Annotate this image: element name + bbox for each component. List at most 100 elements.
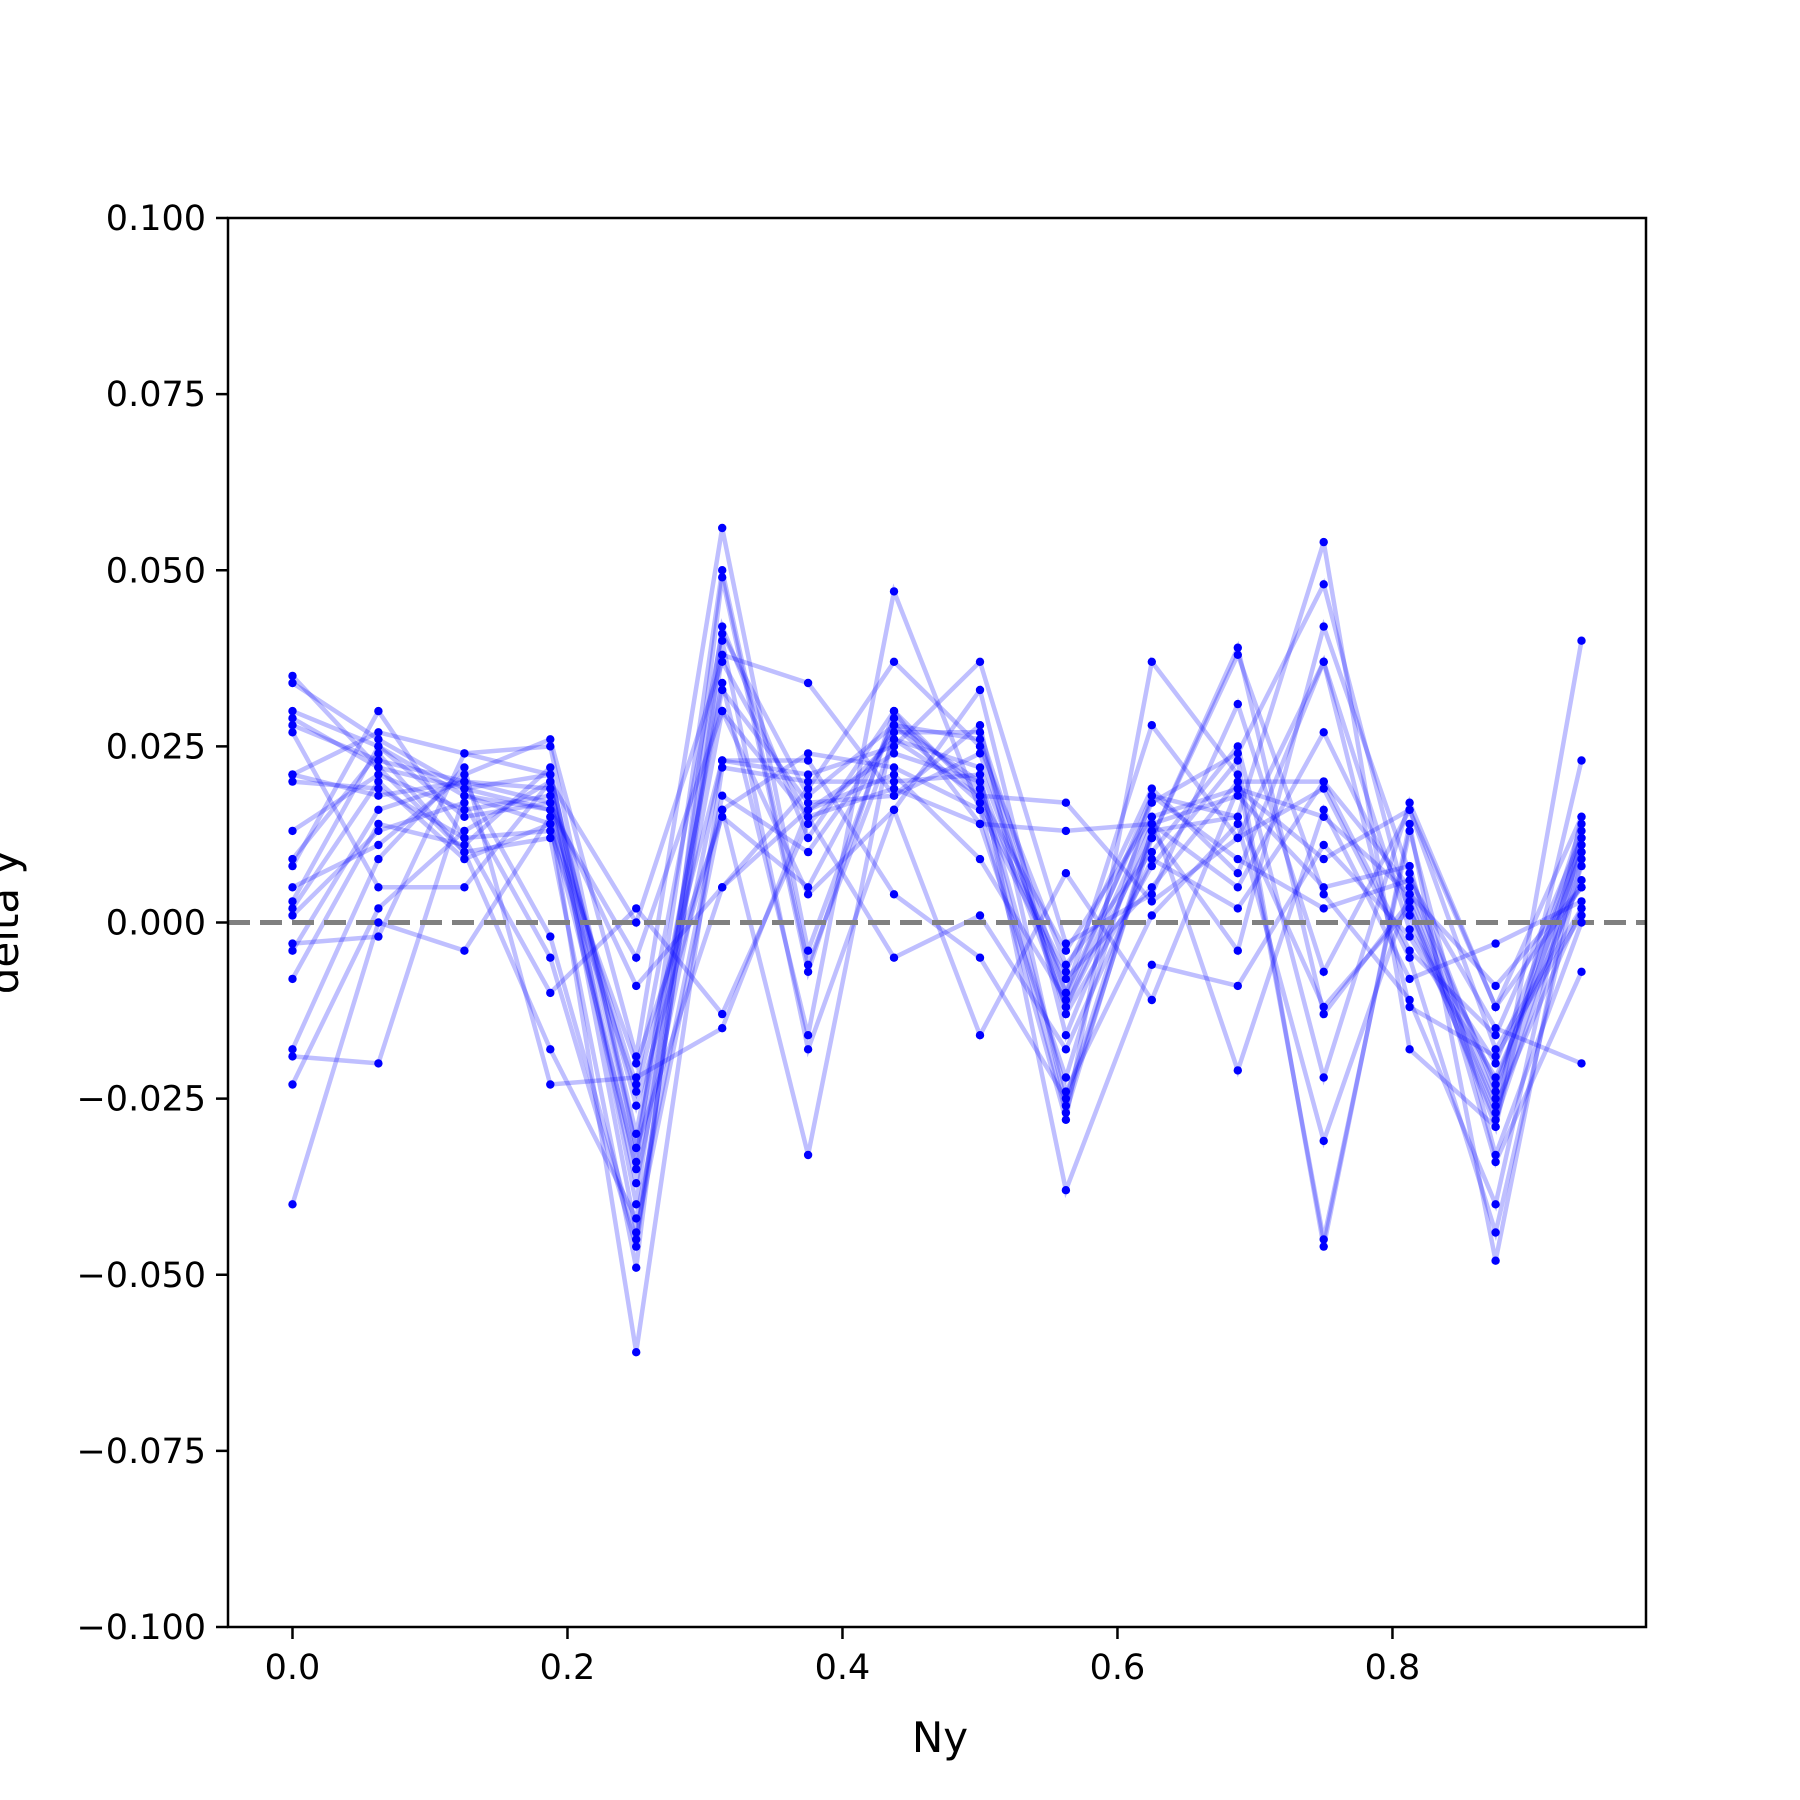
- data-point-s19-10: [1061, 946, 1071, 955]
- data-point-s13-4: [546, 1080, 555, 1089]
- data-point-s18-5: [632, 1179, 641, 1188]
- data-point-s18-15: [1491, 1122, 1500, 1132]
- data-point-s9-3: [460, 812, 469, 821]
- data-point-s10-13: [1319, 728, 1328, 737]
- data-point-s18-11: [1147, 826, 1157, 836]
- data-point-s21-7: [803, 805, 813, 814]
- data-point-s23-8: [889, 953, 899, 962]
- data-point-s10-4: [546, 953, 555, 962]
- data-point-s15-6: [718, 763, 727, 772]
- y-tick-label-7: −0.050: [76, 1256, 206, 1296]
- data-point-s6-13: [1319, 1002, 1328, 1012]
- data-point-s13-1: [288, 1045, 297, 1054]
- data-point-s14-13: [1319, 1242, 1328, 1251]
- data-point-s19-14: [1405, 974, 1414, 984]
- series-line-5: [292, 657, 1584, 1100]
- data-point-s14-15: [1491, 1256, 1500, 1265]
- data-point-s5-13: [1319, 967, 1328, 976]
- data-point-s7-5: [632, 1214, 641, 1223]
- data-point-s19-16: [1577, 897, 1586, 906]
- data-point-s11-2: [374, 805, 383, 814]
- data-point-s16-4: [546, 770, 555, 779]
- data-point-s11-15: [1491, 1150, 1500, 1160]
- data-point-s23-6: [718, 657, 727, 666]
- data-point-s15-1: [288, 1200, 297, 1209]
- data-point-s12-6: [718, 622, 727, 631]
- data-point-s3-4: [546, 932, 555, 941]
- data-point-s21-12: [1233, 819, 1243, 829]
- data-point-s19-9: [975, 791, 985, 800]
- data-point-s8-4: [546, 735, 555, 744]
- data-point-s10-5: [632, 1242, 641, 1251]
- data-point-s1-13: [1319, 812, 1328, 821]
- data-point-s3-6: [718, 650, 727, 659]
- data-point-s20-8: [889, 721, 899, 730]
- data-point-s16-14: [1405, 897, 1414, 906]
- data-point-s23-2: [374, 883, 383, 892]
- data-point-s1-5: [632, 1080, 641, 1089]
- data-point-s3-14: [1405, 995, 1414, 1005]
- data-point-s19-15: [1491, 939, 1500, 948]
- data-point-s4-14: [1405, 883, 1414, 892]
- data-point-s13-12: [1233, 854, 1243, 864]
- data-point-s23-14: [1405, 946, 1414, 955]
- x-tick-label-4: 0.6: [1090, 1648, 1146, 1688]
- series-line-9: [290, 658, 1584, 1086]
- data-point-s2-11: [1147, 798, 1157, 807]
- data-point-s18-9: [975, 953, 985, 962]
- data-point-s14-12: [1233, 756, 1243, 765]
- data-point-s14-5: [632, 1228, 641, 1237]
- series-line-12: [290, 618, 1584, 1242]
- data-point-s8-8: [889, 714, 899, 723]
- data-point-s8-16: [1577, 819, 1586, 829]
- data-point-s12-1: [288, 974, 297, 984]
- data-point-s11-8: [889, 763, 899, 772]
- data-point-s7-14: [1405, 925, 1414, 934]
- data-point-s9-9: [975, 742, 985, 751]
- data-point-s3-9: [975, 721, 985, 730]
- data-point-s12-11: [1147, 897, 1157, 906]
- data-point-s13-16: [1577, 1059, 1586, 1068]
- data-point-s17-9: [975, 819, 985, 829]
- data-point-s3-12: [1233, 650, 1243, 659]
- data-point-s22-10: [1061, 869, 1071, 878]
- series-line-6: [291, 640, 1584, 1170]
- series-line-2: [291, 569, 1584, 1163]
- data-point-s16-8: [889, 791, 899, 800]
- data-point-s19-12: [1233, 1066, 1243, 1075]
- data-point-s18-3: [460, 777, 469, 786]
- data-point-s14-9: [975, 735, 985, 744]
- data-point-s20-7: [803, 883, 813, 892]
- data-point-s12-14: [1405, 953, 1414, 962]
- data-point-s11-7: [803, 749, 813, 758]
- data-point-s8-15: [1491, 1087, 1500, 1096]
- data-point-s20-11: [1147, 784, 1157, 793]
- series-line-16: [291, 640, 1584, 1135]
- data-point-s21-3: [460, 749, 469, 758]
- data-point-s7-11: [1147, 721, 1157, 730]
- data-point-s5-8: [889, 742, 899, 751]
- data-point-s21-10: [1061, 1087, 1071, 1096]
- data-point-s21-11: [1147, 911, 1157, 920]
- data-point-s7-2: [374, 749, 383, 758]
- data-point-s17-4: [546, 833, 555, 843]
- data-point-s10-10: [1061, 1031, 1071, 1040]
- data-point-s2-9: [975, 763, 985, 772]
- series-line-18: [291, 541, 1584, 1184]
- data-point-s4-7: [803, 1031, 813, 1040]
- data-point-s8-13: [1319, 622, 1328, 631]
- series-line-3: [291, 648, 1584, 1241]
- data-point-s16-15: [1491, 1108, 1500, 1117]
- data-point-s3-10: [1061, 1101, 1071, 1110]
- data-point-s10-3: [460, 798, 469, 807]
- data-point-s21-14: [1405, 890, 1414, 899]
- data-point-s19-4: [546, 988, 555, 998]
- data-point-s3-1: [288, 721, 297, 730]
- data-point-s9-10: [1061, 960, 1071, 969]
- series-line-7: [290, 655, 1584, 1226]
- data-point-s7-16: [1577, 840, 1586, 850]
- data-point-s14-10: [1061, 1009, 1071, 1019]
- data-point-s9-5: [632, 981, 641, 991]
- data-point-s15-14: [1405, 932, 1414, 941]
- data-point-s20-6: [718, 812, 727, 821]
